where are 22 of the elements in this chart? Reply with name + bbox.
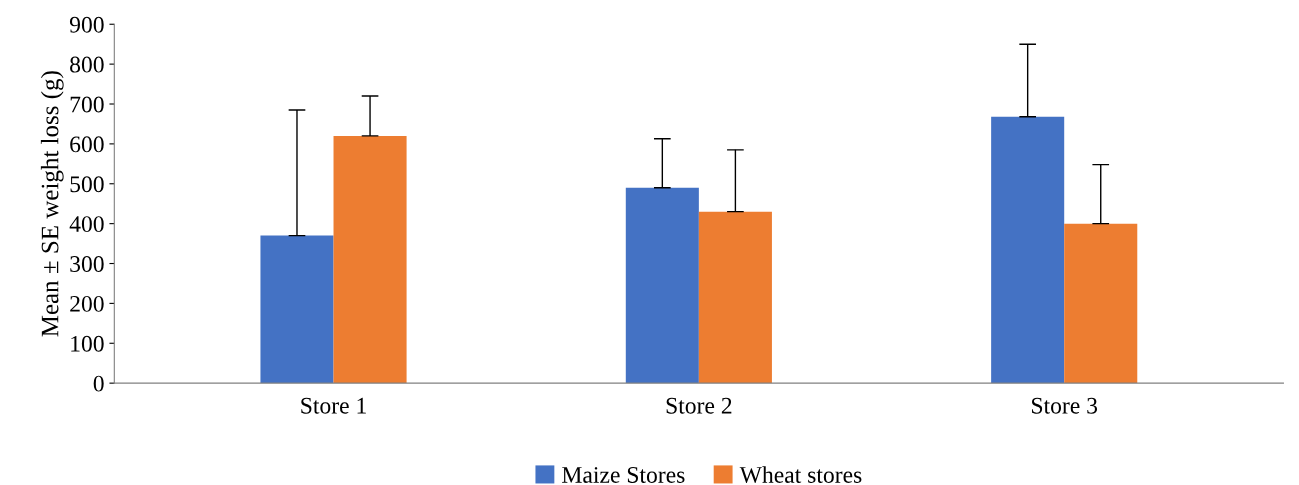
y-axis-title: Mean ± SE weight loss (g) <box>40 71 64 337</box>
y-tick-label: 100 <box>71 335 104 352</box>
legend-label: Wheat stores <box>739 466 862 484</box>
y-tick-label: 300 <box>70 256 104 272</box>
bar <box>1064 223 1138 384</box>
y-tick-label: 500 <box>70 176 104 193</box>
y-tick-label: 900 <box>69 16 104 33</box>
bar <box>625 187 699 384</box>
bar <box>698 211 772 384</box>
y-tick-label: 400 <box>69 216 104 233</box>
y-tick-label: 0 <box>93 375 104 392</box>
y-tick-label: 200 <box>70 295 104 312</box>
bar <box>260 235 334 384</box>
bar <box>333 135 407 384</box>
y-tick-label: 700 <box>70 96 104 113</box>
y-tick-label: 800 <box>70 56 104 73</box>
x-tick-label: Store 1 <box>301 397 366 414</box>
x-tick-label: Store 2 <box>666 397 732 414</box>
x-tick-label: Store 3 <box>1032 397 1098 414</box>
bar <box>991 116 1065 384</box>
legend-label: Maize Stores <box>562 467 685 483</box>
y-tick-label: 600 <box>70 136 104 153</box>
